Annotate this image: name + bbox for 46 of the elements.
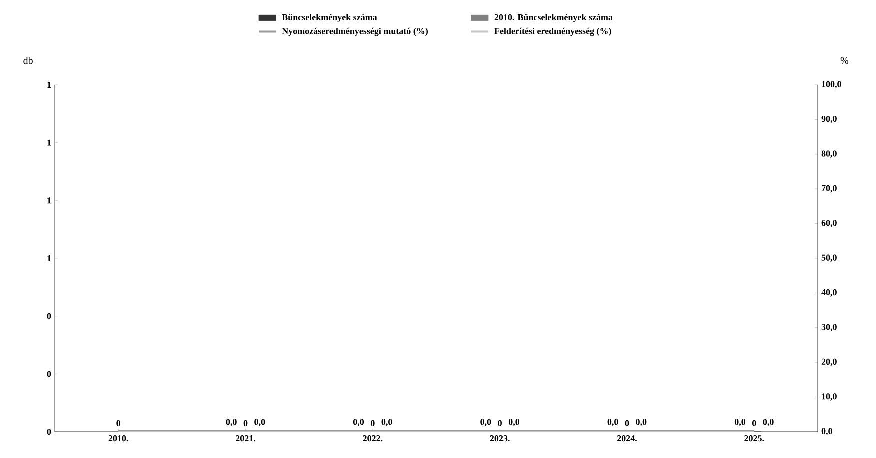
data-label: 0,0 — [508, 419, 520, 426]
data-label: 0,0 — [382, 419, 392, 426]
y-tick-label: 1 — [48, 256, 52, 262]
y2-tick-label: 50,0 — [822, 254, 837, 262]
y-tick-label: 0 — [47, 313, 52, 320]
y2-tick-label: 30,0 — [822, 324, 837, 332]
y2-axis-title: % — [840, 57, 849, 64]
legend-label: Bűncselekmények száma — [282, 14, 378, 22]
x-tick-label: 2010. — [108, 436, 128, 442]
y-tick-label: 0 — [47, 428, 52, 436]
y-tick-label: 1 — [48, 198, 52, 204]
y2-tick-label: 70,0 — [822, 185, 837, 193]
legend-label: Felderítési eredményesség (%) — [494, 28, 612, 36]
data-label: 0 — [625, 420, 630, 426]
data-label: 0 — [116, 420, 120, 426]
y2-tick-label: 40,0 — [822, 289, 837, 297]
y2-tick-label: 60,0 — [822, 220, 837, 228]
y-tick-label: 1 — [48, 140, 52, 146]
x-tick-label: 2022. — [363, 436, 383, 442]
data-label: 0,0 — [353, 419, 364, 426]
y-axis-title: db — [24, 57, 33, 64]
data-label: 0 — [752, 420, 756, 426]
data-label: 0,0 — [480, 419, 492, 426]
y-tick-label: 0 — [47, 371, 52, 378]
y2-tick-label: 90,0 — [822, 116, 837, 124]
data-label: 0,0 — [226, 419, 237, 426]
data-label: 0,0 — [763, 419, 774, 426]
y2-tick-label: 10,0 — [822, 394, 837, 401]
x-tick-label: 2023. — [490, 436, 510, 442]
x-tick-label: 2025. — [744, 436, 764, 442]
x-tick-label: 2024. — [617, 436, 637, 442]
legend-label: Nyomozáseredményességi mutató (%) — [282, 28, 428, 36]
y2-tick-label: 100,0 — [822, 81, 842, 89]
data-label: 0,0 — [734, 419, 746, 426]
y2-tick-label: 20,0 — [822, 358, 837, 366]
data-label: 0,0 — [636, 419, 647, 426]
y-tick-label: 1 — [48, 82, 52, 88]
y2-tick-label: 80,0 — [822, 150, 837, 158]
data-label: 0,0 — [608, 419, 618, 426]
data-label: 0 — [244, 420, 248, 426]
y2-tick-label: 0,0 — [822, 428, 832, 436]
x-tick-label: 2021. — [236, 436, 256, 442]
data-label: 0 — [498, 420, 502, 426]
legend-label: 2010. Bűncselekmények száma — [494, 14, 613, 22]
data-label: 0 — [371, 420, 375, 426]
data-label: 0,0 — [254, 419, 266, 426]
